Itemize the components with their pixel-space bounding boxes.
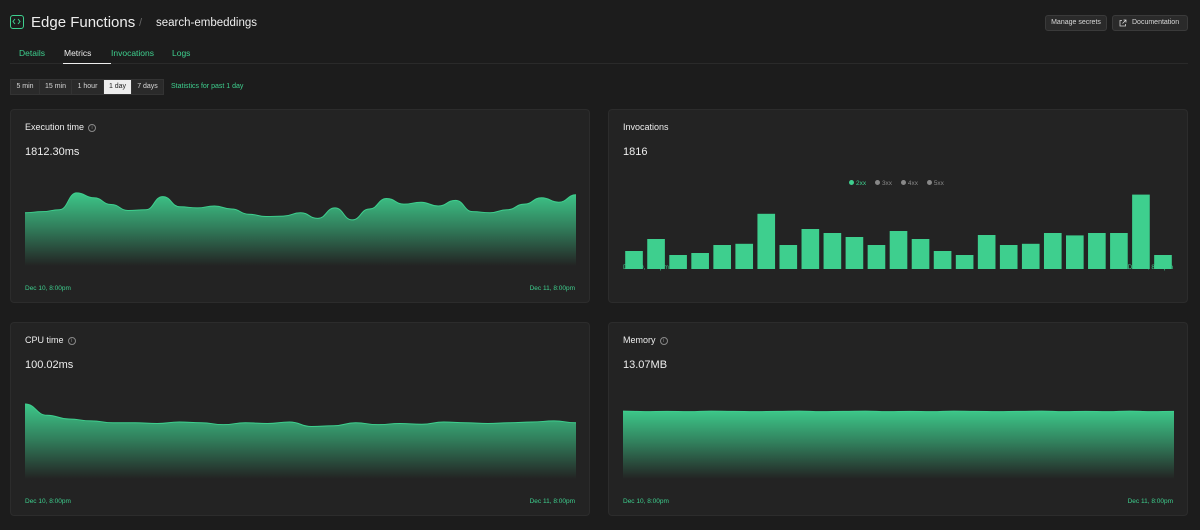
- memory-title: Memory i: [623, 335, 668, 345]
- x-label-start: Dec 10, 8:00pm: [25, 498, 71, 505]
- invocation-bar[interactable]: [647, 239, 665, 269]
- breadcrumb-separator: /: [139, 17, 143, 29]
- invocation-bar[interactable]: [933, 251, 952, 269]
- execution-time-label: Execution time: [25, 122, 85, 132]
- memory-value: 13.07MB: [623, 359, 668, 371]
- tab-metrics[interactable]: Metrics: [64, 48, 92, 58]
- invocation-bar[interactable]: [779, 245, 798, 269]
- invocation-bar[interactable]: [999, 245, 1018, 269]
- series-line: [25, 192, 576, 221]
- range-note: Statistics for past 1 day: [171, 83, 244, 90]
- legend-dot: [874, 180, 880, 185]
- invocations-legend: 2xx 3xx 4xx 5xx: [849, 180, 951, 187]
- info-icon[interactable]: i: [67, 337, 76, 345]
- memory-label: Memory: [623, 335, 656, 345]
- legend-3xx[interactable]: 3xx: [874, 180, 892, 187]
- invocation-bar[interactable]: [1043, 233, 1062, 269]
- tab-invocations[interactable]: Invocations: [111, 48, 154, 58]
- invocations-card: Invocations 1816 2xx 3xx 4xx 5xx Dec 10,…: [608, 109, 1188, 303]
- function-name: search-embeddings: [156, 17, 258, 29]
- invocations-chart: [625, 194, 1172, 269]
- execution-time-card: Execution time i 1812.30ms Dec 10, 8:00pm…: [10, 109, 590, 303]
- invocation-bar[interactable]: [625, 251, 643, 269]
- invocation-bar[interactable]: [669, 255, 687, 269]
- range-7-days[interactable]: 7 days: [131, 79, 164, 95]
- range-1-hour[interactable]: 1 hour: [71, 79, 104, 95]
- invocation-bar[interactable]: [691, 253, 709, 269]
- invocation-bar[interactable]: [1021, 243, 1040, 269]
- time-range-selector: 5 min 15 min 1 hour 1 day 7 days: [10, 79, 164, 95]
- invocation-bar[interactable]: [713, 245, 731, 269]
- cpu-time-label: CPU time: [25, 335, 64, 345]
- legend-5xx[interactable]: 5xx: [926, 180, 944, 187]
- x-label-start: Dec 10, 8:00pm: [623, 498, 669, 505]
- range-1-day[interactable]: 1 day: [103, 79, 132, 95]
- invocation-bar[interactable]: [977, 235, 996, 269]
- external-link-icon: [1119, 19, 1127, 27]
- legend-dot: [926, 180, 932, 185]
- invocation-bar[interactable]: [1154, 255, 1172, 269]
- tab-logs[interactable]: Logs: [172, 48, 191, 58]
- invocation-bar[interactable]: [823, 233, 842, 269]
- execution-time-value: 1812.30ms: [25, 146, 80, 158]
- invocation-bar[interactable]: [1066, 235, 1084, 269]
- legend-4xx[interactable]: 4xx: [900, 180, 918, 187]
- x-label-end: Dec 11, 8:00pm: [1127, 264, 1173, 271]
- cpu-time-value: 100.02ms: [25, 359, 74, 371]
- execution-time-chart: [25, 192, 576, 266]
- x-label-end: Dec 11, 8:00pm: [1127, 498, 1173, 505]
- legend-dot: [849, 180, 854, 185]
- range-15-min[interactable]: 15 min: [39, 79, 72, 95]
- invocation-bar[interactable]: [1088, 233, 1106, 269]
- manage-secrets-button[interactable]: Manage secrets: [1045, 15, 1107, 31]
- legend-2xx[interactable]: 2xx: [849, 180, 866, 187]
- series-line: [25, 403, 576, 428]
- memory-card: Memory i 13.07MB Dec 10, 8:00pm Dec 11, 8…: [608, 322, 1188, 516]
- memory-chart: [623, 410, 1174, 479]
- documentation-button[interactable]: Documentation: [1112, 15, 1188, 31]
- app-title[interactable]: Edge Functions: [31, 14, 136, 31]
- invocation-bar[interactable]: [757, 213, 776, 269]
- invocation-bar[interactable]: [1132, 194, 1150, 269]
- series-area: [25, 404, 576, 479]
- documentation-label: Documentation: [1132, 19, 1180, 26]
- invocation-bar[interactable]: [889, 231, 908, 269]
- invocation-bar[interactable]: [867, 245, 886, 269]
- invocation-bar[interactable]: [845, 237, 864, 269]
- legend-dot: [900, 180, 906, 185]
- active-tab-indicator: [63, 63, 111, 64]
- series-area: [25, 192, 576, 266]
- info-icon[interactable]: i: [88, 124, 97, 132]
- cpu-time-chart: [25, 403, 576, 479]
- invocation-bar[interactable]: [911, 239, 930, 269]
- invocations-title: Invocations: [623, 122, 669, 132]
- x-label-end: Dec 11, 8:00pm: [529, 498, 575, 505]
- edge-functions-icon: [10, 15, 24, 29]
- info-icon[interactable]: i: [659, 337, 668, 345]
- invocation-bar[interactable]: [955, 255, 974, 269]
- top-bar: Edge Functions / search-embeddings Manag…: [0, 0, 1200, 44]
- range-5-min[interactable]: 5 min: [10, 79, 40, 95]
- execution-time-title: Execution time i: [25, 122, 97, 132]
- invocations-value: 1816: [623, 146, 648, 158]
- invocation-bar[interactable]: [801, 229, 820, 269]
- invocation-bar[interactable]: [735, 243, 754, 269]
- x-label-start: Dec 10, 8:00pm: [623, 264, 669, 271]
- x-label-end: Dec 11, 8:00pm: [529, 285, 575, 292]
- invocation-bar[interactable]: [1110, 233, 1128, 269]
- x-label-start: Dec 10, 8:00pm: [25, 285, 71, 292]
- series-line: [623, 410, 1174, 413]
- tab-details[interactable]: Details: [19, 48, 45, 58]
- cpu-time-card: CPU time i 100.02ms Dec 10, 8:00pm Dec 11…: [10, 322, 590, 516]
- cpu-time-title: CPU time i: [25, 335, 76, 345]
- series-area: [623, 411, 1174, 479]
- tab-bar: Details Metrics Invocations Logs: [10, 44, 1188, 64]
